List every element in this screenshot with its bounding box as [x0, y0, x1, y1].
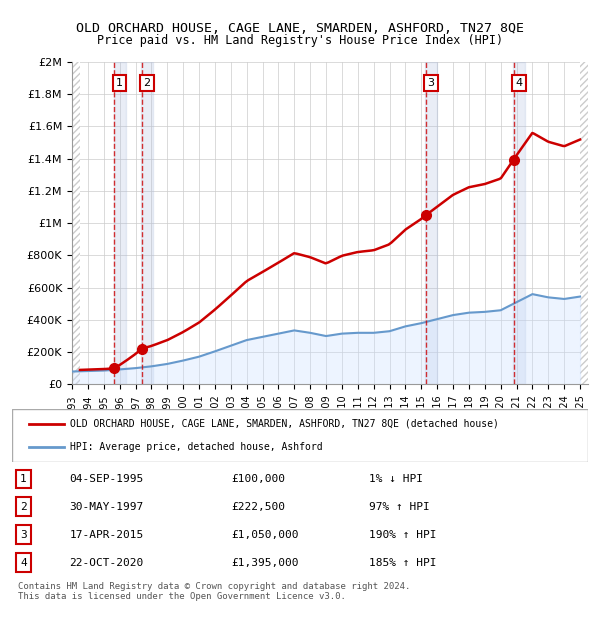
- Text: 1: 1: [20, 474, 27, 484]
- Text: 4: 4: [20, 557, 27, 568]
- Text: HPI: Average price, detached house, Ashford: HPI: Average price, detached house, Ashf…: [70, 442, 322, 452]
- Text: £1,395,000: £1,395,000: [231, 557, 298, 568]
- Text: 17-APR-2015: 17-APR-2015: [70, 529, 144, 540]
- Text: OLD ORCHARD HOUSE, CAGE LANE, SMARDEN, ASHFORD, TN27 8QE (detached house): OLD ORCHARD HOUSE, CAGE LANE, SMARDEN, A…: [70, 419, 499, 429]
- Bar: [141, 62, 153, 384]
- Text: £222,500: £222,500: [231, 502, 285, 512]
- Text: 190% ↑ HPI: 190% ↑ HPI: [369, 529, 437, 540]
- Text: 30-MAY-1997: 30-MAY-1997: [70, 502, 144, 512]
- Bar: [425, 62, 437, 384]
- Text: 1% ↓ HPI: 1% ↓ HPI: [369, 474, 423, 484]
- Text: 185% ↑ HPI: 185% ↑ HPI: [369, 557, 437, 568]
- Text: Contains HM Land Registry data © Crown copyright and database right 2024.
This d: Contains HM Land Registry data © Crown c…: [18, 582, 410, 601]
- Bar: [513, 62, 524, 384]
- Text: 22-OCT-2020: 22-OCT-2020: [70, 557, 144, 568]
- Text: 2: 2: [143, 78, 151, 88]
- Text: £100,000: £100,000: [231, 474, 285, 484]
- Text: 2: 2: [20, 502, 27, 512]
- Bar: [72, 62, 80, 384]
- Text: 97% ↑ HPI: 97% ↑ HPI: [369, 502, 430, 512]
- FancyBboxPatch shape: [12, 409, 588, 462]
- Bar: [580, 62, 588, 384]
- Text: 3: 3: [20, 529, 27, 540]
- Text: £1,050,000: £1,050,000: [231, 529, 298, 540]
- Text: 04-SEP-1995: 04-SEP-1995: [70, 474, 144, 484]
- Text: 4: 4: [515, 78, 522, 88]
- Bar: [113, 62, 125, 384]
- Text: Price paid vs. HM Land Registry's House Price Index (HPI): Price paid vs. HM Land Registry's House …: [97, 34, 503, 47]
- Text: 1: 1: [116, 78, 123, 88]
- Text: 3: 3: [427, 78, 434, 88]
- Text: OLD ORCHARD HOUSE, CAGE LANE, SMARDEN, ASHFORD, TN27 8QE: OLD ORCHARD HOUSE, CAGE LANE, SMARDEN, A…: [76, 22, 524, 35]
